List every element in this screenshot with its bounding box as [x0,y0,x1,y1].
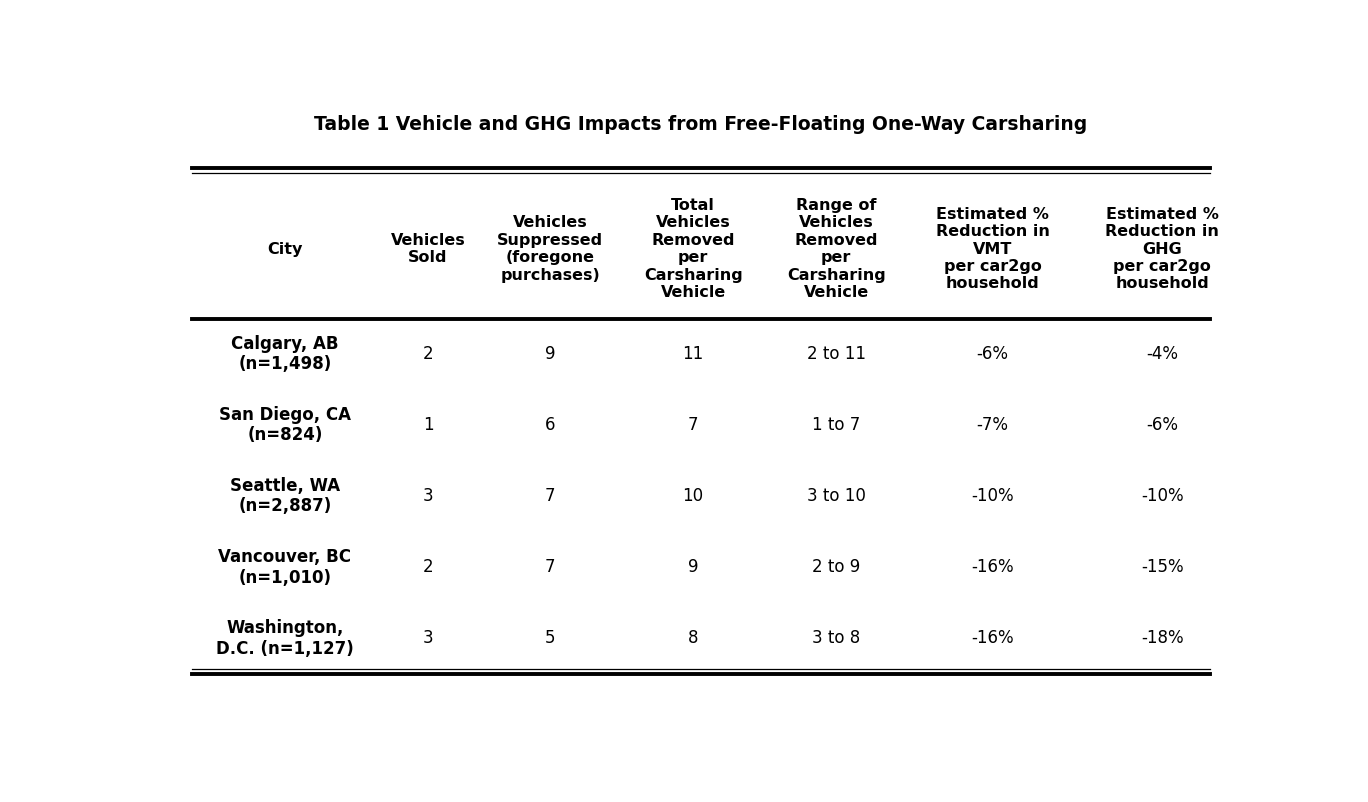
Text: 8: 8 [688,629,699,647]
Text: 2 to 9: 2 to 9 [813,558,860,576]
Text: Vancouver, BC
(n=1,010): Vancouver, BC (n=1,010) [219,548,352,586]
Text: 7: 7 [544,487,555,505]
Text: -4%: -4% [1146,345,1178,363]
Text: 2: 2 [423,345,434,363]
Text: 6: 6 [544,416,555,434]
Text: 7: 7 [688,416,699,434]
Text: -7%: -7% [977,416,1008,434]
Text: -16%: -16% [971,558,1014,576]
Text: -18%: -18% [1141,629,1183,647]
Text: Vehicles
Suppressed
(foregone
purchases): Vehicles Suppressed (foregone purchases) [497,216,603,282]
Text: Estimated %
Reduction in
GHG
per car2go
household: Estimated % Reduction in GHG per car2go … [1105,207,1219,291]
Text: 2 to 11: 2 to 11 [807,345,866,363]
Text: Estimated %
Reduction in
VMT
per car2go
household: Estimated % Reduction in VMT per car2go … [936,207,1049,291]
Text: Range of
Vehicles
Removed
per
Carsharing
Vehicle: Range of Vehicles Removed per Carsharing… [787,198,885,300]
Text: Washington,
D.C. (n=1,127): Washington, D.C. (n=1,127) [216,618,354,658]
Text: -6%: -6% [977,345,1008,363]
Text: 3 to 10: 3 to 10 [807,487,866,505]
Text: 3: 3 [423,629,434,647]
Text: San Diego, CA
(n=824): San Diego, CA (n=824) [219,406,352,444]
Text: -16%: -16% [971,629,1014,647]
Text: -6%: -6% [1146,416,1178,434]
Text: -10%: -10% [1141,487,1183,505]
Text: 7: 7 [544,558,555,576]
Text: Vehicles
Sold: Vehicles Sold [391,233,465,265]
Text: City: City [267,241,302,257]
Text: -15%: -15% [1141,558,1183,576]
Text: -10%: -10% [971,487,1014,505]
Text: 2: 2 [423,558,434,576]
Text: 1 to 7: 1 to 7 [813,416,860,434]
Text: 9: 9 [688,558,699,576]
Text: 1: 1 [423,416,434,434]
Text: 5: 5 [544,629,555,647]
Text: Seattle, WA
(n=2,887): Seattle, WA (n=2,887) [230,476,341,516]
Text: 11: 11 [683,345,703,363]
Text: 10: 10 [683,487,703,505]
Text: Calgary, AB
(n=1,498): Calgary, AB (n=1,498) [231,334,339,374]
Text: Table 1 Vehicle and GHG Impacts from Free-Floating One-Way Carsharing: Table 1 Vehicle and GHG Impacts from Fre… [315,115,1088,134]
Text: Total
Vehicles
Removed
per
Carsharing
Vehicle: Total Vehicles Removed per Carsharing Ve… [644,198,743,300]
Text: 3 to 8: 3 to 8 [813,629,860,647]
Text: 3: 3 [423,487,434,505]
Text: 9: 9 [544,345,555,363]
